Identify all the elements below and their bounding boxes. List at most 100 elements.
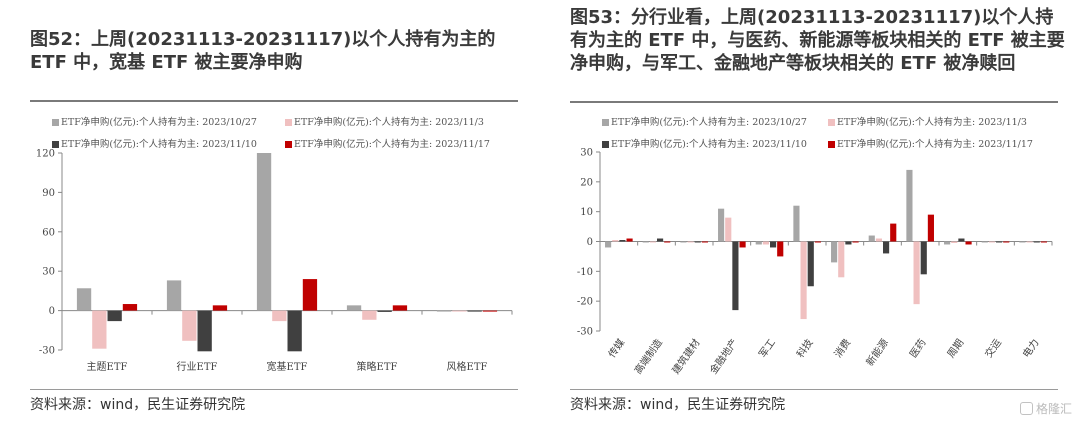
y-tick-label: 20	[580, 177, 593, 188]
x-category-label: 策略ETF	[357, 360, 398, 373]
bar	[762, 241, 769, 245]
y-tick-label: 90	[42, 188, 55, 199]
bar	[626, 238, 633, 242]
bar	[272, 310, 287, 322]
legend-label: ETF净申购(亿元):个人持有为主: 2023/11/10	[61, 139, 257, 150]
right-bar-chart: -30 -20 -10 0 10 20 30 传媒 高端制造 建筑建材 金融地产 军工 科技 消费 新能源医…	[577, 148, 1053, 376]
x-category-label: 医药	[907, 337, 928, 360]
bar	[883, 241, 890, 254]
x-category-label: 宽基ETF	[267, 360, 308, 373]
left-legend-item-1: ETF净申购(亿元):个人持有为主: 2023/10/27	[52, 114, 257, 128]
watermark-logo-icon	[1019, 402, 1033, 415]
bar	[467, 310, 482, 312]
x-category-label: 电力	[1020, 336, 1042, 360]
bar	[1040, 241, 1047, 243]
left-panel: 图52：上周(20231113-20231117)以个人持有为主的 ETF 中，…	[30, 29, 518, 413]
x-category-label: 消费	[831, 336, 853, 360]
watermark-text: 格隆汇	[1035, 402, 1072, 416]
legend-label: ETF净申购(亿元):个人持有为主: 2023/10/27	[611, 117, 807, 128]
x-category-label: 风格ETF	[447, 360, 488, 373]
legend-swatch	[52, 119, 59, 126]
left-figure-title: 图52：上周(20231113-20231117)以个人持有为主的 ETF 中，…	[30, 29, 496, 73]
bar	[725, 217, 732, 242]
x-category-label: 交运	[982, 336, 1004, 360]
bar	[694, 241, 701, 243]
bar	[612, 240, 619, 242]
bar	[605, 241, 612, 248]
right-legend-item-2: ETF净申购(亿元):个人持有为主: 2023/11/3	[828, 114, 1027, 128]
y-tick-label: 0	[49, 306, 55, 317]
x-category-label: 周期	[945, 337, 966, 360]
right-legend-item-3: ETF净申购(亿元):个人持有为主: 2023/11/10	[602, 136, 807, 150]
bar	[944, 241, 951, 245]
bar	[988, 241, 995, 243]
bar	[718, 208, 725, 242]
bar	[831, 241, 838, 263]
bar	[739, 241, 746, 248]
legend-label: ETF净申购(亿元):个人持有为主: 2023/11/10	[611, 139, 807, 150]
legend-label: ETF净申购(亿元):个人持有为主: 2023/11/3	[294, 117, 484, 128]
bar	[701, 241, 708, 243]
bar	[482, 310, 498, 312]
bar	[642, 241, 649, 243]
bar	[996, 241, 1003, 243]
bar	[920, 241, 927, 275]
bar	[868, 235, 875, 242]
bar	[913, 241, 920, 305]
bar	[732, 241, 739, 311]
bar	[838, 241, 845, 278]
bar	[92, 310, 107, 349]
bar	[981, 241, 988, 243]
bar	[107, 310, 122, 322]
bar	[1019, 241, 1026, 243]
right-figure-title: 图53：分行业看，上周(20231113-20231117)以个人持有为主的 E…	[570, 7, 1065, 74]
bar	[852, 241, 859, 243]
legend-swatch	[285, 119, 292, 126]
bar	[1003, 241, 1010, 243]
x-category-label: 新能源	[863, 336, 891, 368]
left-source-rule	[30, 389, 518, 390]
bar	[1033, 241, 1040, 243]
legend-label: ETF净申购(亿元):个人持有为主: 2023/11/17	[294, 139, 490, 150]
x-category-label: 高端制造	[631, 336, 665, 376]
bar	[807, 241, 814, 287]
y-tick-label: 30	[42, 267, 55, 278]
bar	[755, 241, 762, 245]
bar	[814, 241, 821, 243]
bar	[166, 280, 182, 311]
right-title-rule	[570, 101, 1058, 103]
left-legend-item-4: ETF净申购(亿元):个人持有为主: 2023/11/17	[285, 136, 490, 150]
bar	[951, 241, 958, 243]
legend-label: ETF净申购(亿元):个人持有为主: 2023/11/3	[837, 117, 1027, 128]
bar	[845, 241, 852, 245]
left-legend-item-2: ETF净申购(亿元):个人持有为主: 2023/11/3	[285, 114, 484, 128]
legend-label: ETF净申购(亿元):个人持有为主: 2023/11/17	[837, 139, 1033, 150]
x-category-label: 主题ETF	[87, 361, 128, 373]
right-panel: 图53：分行业看，上周(20231113-20231117)以个人持有为主的 E…	[540, 0, 1080, 423]
y-tick-label: 0	[587, 237, 593, 248]
bar	[452, 310, 467, 312]
bar	[793, 205, 800, 242]
x-category-label: 建筑建材	[669, 336, 703, 376]
legend-swatch	[602, 141, 609, 148]
bar	[770, 241, 777, 248]
bar	[436, 310, 452, 312]
y-tick-label: 10	[580, 207, 593, 218]
bar	[256, 153, 272, 311]
legend-swatch	[285, 141, 292, 148]
right-legend-item-1: ETF净申购(亿元):个人持有为主: 2023/10/27	[602, 114, 807, 128]
x-category-label: 传媒	[606, 337, 627, 360]
bar	[122, 304, 138, 311]
bar	[1026, 241, 1033, 243]
legend-swatch	[828, 119, 835, 126]
bar	[965, 241, 972, 245]
legend-swatch	[828, 141, 835, 148]
bar	[212, 305, 228, 311]
bar	[800, 241, 807, 320]
watermark: 格隆汇	[1019, 400, 1072, 417]
right-legend-item-4: ETF净申购(亿元):个人持有为主: 2023/11/17	[828, 136, 1033, 150]
bar	[197, 310, 212, 352]
bar	[777, 241, 784, 257]
bar	[906, 169, 913, 242]
bar	[302, 279, 318, 311]
